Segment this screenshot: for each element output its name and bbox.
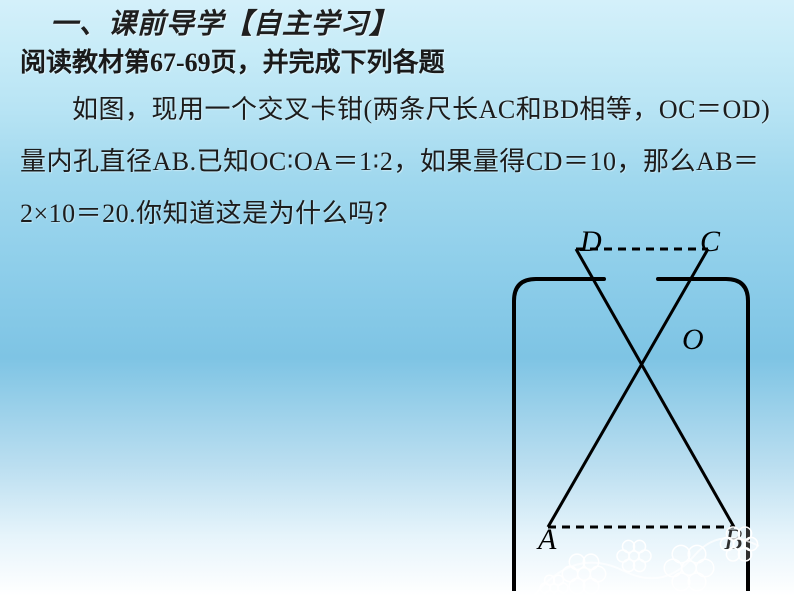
flower-icon bbox=[664, 545, 714, 590]
flower-icon bbox=[540, 575, 568, 596]
label-O: O bbox=[682, 323, 704, 356]
section-subtitle: 阅读教材第67-69页，并完成下列各题 bbox=[20, 42, 445, 79]
flower-icon bbox=[720, 527, 757, 561]
flower-icon bbox=[562, 554, 605, 594]
label-D: D bbox=[579, 231, 602, 258]
label-C: C bbox=[700, 231, 721, 258]
flower-decoration bbox=[514, 446, 794, 596]
section-heading: 一、课前导学【自主学习】 bbox=[50, 2, 398, 42]
flower-icon bbox=[617, 540, 651, 571]
problem-text: 如图，现用一个交叉卡钳(两条尺长AC和BD相等，OC＝OD)量内孔直径AB.已知… bbox=[20, 84, 780, 240]
problem-paragraph: 如图，现用一个交叉卡钳(两条尺长AC和BD相等，OC＝OD)量内孔直径AB.已知… bbox=[20, 95, 770, 228]
